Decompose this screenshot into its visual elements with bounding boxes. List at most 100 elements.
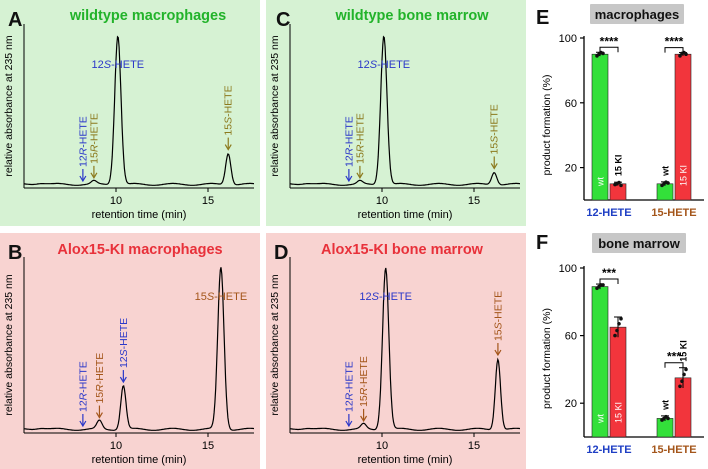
peak-label-15R-HETE-part: -HETE — [354, 113, 366, 145]
category-label: 15-HETE — [651, 444, 696, 456]
series-label: 15 KI — [614, 155, 624, 177]
x-tick-label: 15 — [468, 195, 480, 207]
panel-background — [266, 0, 526, 226]
peak-label-12S-HETE: 12S-HETE — [359, 291, 412, 303]
significance-stars: *** — [602, 266, 616, 280]
data-point — [666, 416, 670, 421]
panel-letter: C — [276, 9, 290, 31]
peak-label-15R-HETE-part: 15 — [94, 392, 106, 404]
peak-label-12S-HETE-part: 12 — [118, 356, 130, 368]
y-tick-label: 100 — [559, 263, 577, 275]
peak-label-15S-HETE-part: 15 — [195, 291, 207, 303]
x-axis-label: retention time (min) — [92, 454, 187, 466]
peak-arrowhead — [224, 144, 232, 151]
x-axis-label: retention time (min) — [92, 209, 187, 221]
peak-label-15R-HETE-part: R — [358, 387, 370, 395]
data-point — [613, 333, 617, 338]
data-point — [617, 321, 621, 326]
x-tick-label: 10 — [110, 195, 122, 207]
peak-label-12R-HETE: 12R-HETE — [343, 361, 355, 412]
peak-label-15S-HETE-part: -HETE — [214, 291, 247, 303]
peak-label-12R-HETE: 12R-HETE — [343, 116, 355, 167]
panel-background — [266, 233, 526, 469]
data-point — [619, 183, 623, 188]
data-point — [684, 367, 688, 372]
peak-label-12S-HETE-part: S — [118, 349, 130, 356]
panel-letter: D — [274, 242, 288, 264]
category-label: 12-HETE — [586, 207, 631, 219]
y-axis-label: relative absorbance at 235 nm — [3, 35, 15, 177]
chromatogram-trace — [23, 267, 254, 431]
data-point — [684, 52, 688, 56]
peak-arrowhead — [119, 376, 127, 384]
panel-title: Alox15-KI bone marrow — [321, 242, 484, 258]
bar-wt-15-HETE — [656, 418, 674, 438]
panel-title: wildtype macrophages — [69, 8, 226, 24]
peak-arrowhead — [494, 349, 502, 357]
peak-label-15S-HETE: 15S-HETE — [195, 291, 248, 303]
bar-wt-15-HETE — [656, 183, 674, 201]
data-point — [601, 283, 605, 287]
peak-label-12R-HETE-part: R — [77, 147, 89, 155]
peak-arrowhead — [345, 175, 353, 183]
chromatogram-panel-D: D Alox15-KI bone marrow 10 15 retention time… — [266, 233, 526, 469]
peak-label-15R-HETE-part: 15 — [358, 395, 370, 407]
y-axis-label: relative absorbance at 235 nm — [269, 274, 281, 416]
series-label: 15 KI — [614, 402, 624, 423]
peak-label-12R-HETE-part: -HETE — [77, 116, 89, 148]
x-tick-label: 15 — [202, 440, 214, 452]
panel-title-box — [592, 233, 686, 253]
peak-label-15S-HETE-part: S — [492, 322, 504, 329]
peak-label-12R-HETE-part: -HETE — [343, 116, 355, 148]
category-label: 12-HETE — [586, 444, 631, 456]
significance-bracket — [599, 46, 619, 53]
y-axis-label: product formation (%) — [541, 75, 553, 176]
panel-title: bone marrow — [598, 236, 681, 251]
peak-label-12S-HETE-part: S — [104, 59, 112, 71]
x-axis-label: retention time (min) — [358, 209, 453, 221]
peak-label-12S-HETE: 12S-HETE — [358, 59, 411, 71]
significance-stars: **** — [600, 34, 619, 48]
peak-arrowhead — [95, 412, 103, 419]
y-tick-label: 60 — [565, 331, 577, 343]
y-tick-label: 100 — [559, 33, 577, 45]
peak-label-15R-HETE-part: -HETE — [88, 113, 100, 145]
peak-arrowhead — [79, 175, 87, 183]
peak-label-12S-HETE-part: 12 — [359, 291, 371, 303]
peak-label-12S-HETE-part: -HETE — [118, 318, 130, 350]
series-label: wt — [596, 414, 606, 424]
peak-label-15R-HETE-part: R — [88, 144, 100, 152]
peak-label-15S-HETE-part: S — [207, 291, 215, 303]
peak-label-12S-HETE: 12S-HETE — [92, 59, 145, 71]
peak-label-12R-HETE-part: R — [343, 147, 355, 155]
data-point — [680, 379, 684, 384]
peak-label-12S-HETE: 12S-HETE — [118, 318, 130, 368]
panel-letter: F — [536, 232, 548, 254]
y-tick-label: 20 — [565, 163, 577, 175]
series-label: wt — [661, 166, 671, 177]
peak-label-12R-HETE-part: 12 — [77, 155, 89, 167]
y-tick-label: 20 — [565, 398, 577, 410]
data-point — [617, 180, 621, 185]
peak-label-15S-HETE-part: -HETE — [223, 85, 235, 116]
data-point — [678, 384, 682, 389]
significance-bracket — [664, 362, 684, 368]
peak-label-15S-HETE: 15S-HETE — [223, 85, 235, 135]
series-label: wt — [661, 400, 671, 411]
series-label: wt — [596, 177, 606, 187]
peak-label-15S-HETE-part: 15 — [492, 329, 504, 341]
peak-label-12S-HETE-part: 12 — [358, 59, 370, 71]
peak-arrowhead — [345, 420, 353, 428]
panel-letter: E — [536, 7, 549, 29]
peak-label-15R-HETE: 15R-HETE — [94, 353, 106, 404]
peak-label-15S-HETE: 15S-HETE — [489, 104, 501, 154]
peak-label-15R-HETE: 15R-HETE — [354, 113, 366, 164]
y-axis-label: relative absorbance at 235 nm — [269, 35, 281, 177]
data-point — [666, 181, 670, 185]
panel-title-box — [590, 4, 684, 24]
peak-label-15R-HETE-part: 15 — [88, 152, 100, 164]
chromatogram-trace — [289, 267, 520, 431]
